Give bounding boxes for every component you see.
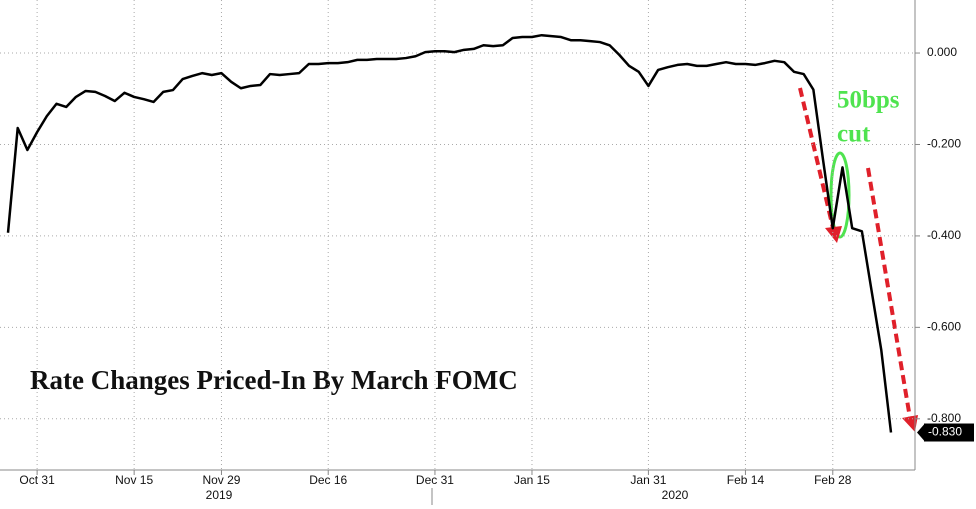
x-tick-label: Nov 15 bbox=[115, 473, 153, 487]
y-tick-label: -0.400 bbox=[927, 228, 961, 242]
x-tick-label: Dec 31 bbox=[416, 473, 454, 487]
x-tick-label: Feb 28 bbox=[814, 473, 852, 487]
last-value-box bbox=[924, 423, 974, 442]
chart-title: Rate Changes Priced-In By March FOMC bbox=[30, 365, 518, 395]
y-tick-label: -0.800 bbox=[927, 411, 961, 425]
year-label: 2019 bbox=[206, 488, 233, 502]
year-label: 2020 bbox=[662, 488, 689, 502]
arrows bbox=[798, 87, 918, 432]
x-tick-label: Jan 15 bbox=[514, 473, 550, 487]
x-tick-label: Feb 14 bbox=[727, 473, 765, 487]
last-value-label: -0.830 bbox=[928, 425, 962, 439]
x-tick-label: Jan 31 bbox=[630, 473, 666, 487]
highlight-ellipse bbox=[829, 151, 851, 239]
x-tick-label: Oct 31 bbox=[19, 473, 55, 487]
annotation: cut bbox=[837, 121, 871, 148]
x-tick-label: Nov 29 bbox=[202, 473, 240, 487]
x-tick-label: Dec 16 bbox=[309, 473, 347, 487]
y-tick-label: 0.000 bbox=[927, 45, 957, 59]
annotation: 50bps bbox=[837, 87, 900, 114]
line bbox=[6, 33, 893, 433]
y-tick-label: -0.600 bbox=[927, 320, 961, 334]
y-tick-label: -0.200 bbox=[927, 137, 961, 151]
last-value-pointer bbox=[917, 424, 924, 441]
